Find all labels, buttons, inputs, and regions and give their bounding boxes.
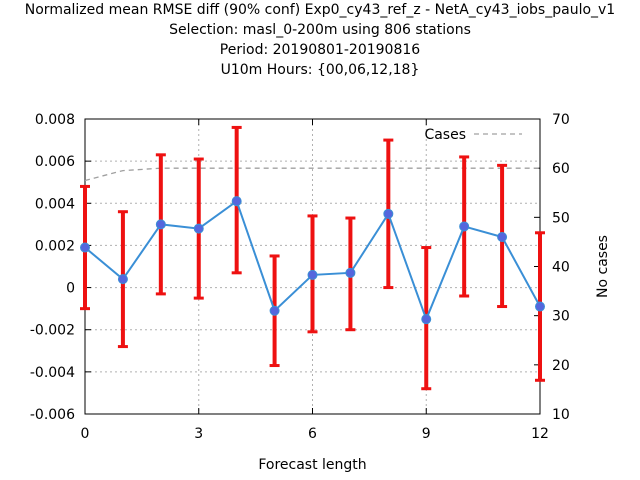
data-point: [269, 305, 280, 316]
chart-title-line-2: Selection: masl_0-200m using 806 station…: [169, 22, 471, 38]
data-point: [231, 196, 242, 207]
y-tick-label: -0.002: [30, 323, 75, 339]
data-point: [155, 219, 166, 230]
chart-title-line-4: U10m Hours: {00,06,12,18}: [220, 62, 420, 78]
y2-tick-label: 40: [552, 260, 570, 276]
y2-tick-label: 50: [552, 210, 570, 226]
data-point: [117, 274, 128, 285]
x-tick-label: 0: [81, 426, 90, 442]
error-bars: [80, 125, 545, 391]
y-tick-label: 0.006: [35, 154, 75, 170]
x-axis-label: Forecast length: [258, 457, 366, 473]
legend: Cases: [424, 127, 522, 143]
x-tick-label: 3: [194, 426, 203, 442]
data-point: [307, 269, 318, 280]
y2-tick-label: 70: [552, 112, 570, 128]
x-tick-label: 9: [422, 426, 431, 442]
y2-axis-label: No cases: [595, 235, 611, 298]
x-tick-label: 12: [531, 426, 549, 442]
data-point: [80, 242, 90, 253]
data-point: [497, 232, 508, 242]
data-point: [383, 208, 394, 219]
data-point: [193, 223, 204, 234]
data-point: [459, 221, 470, 232]
data-point: [535, 301, 545, 312]
data-point: [421, 314, 432, 325]
y-tick-label: -0.006: [30, 407, 75, 423]
y-tick-label: -0.004: [30, 365, 75, 381]
x-tick-label: 6: [308, 426, 317, 442]
y-tick-label: 0.008: [35, 112, 75, 128]
chart-title-line-1: Normalized mean RMSE diff (90% conf) Exp…: [24, 2, 616, 18]
y2-tick-label: 10: [552, 407, 570, 423]
axis-ticks: -0.006 -0.004 -0.002 0 0.002 0.004 0.006 0.008 0…: [30, 112, 570, 442]
y-tick-label: 0.004: [35, 196, 75, 212]
y2-tick-label: 20: [552, 358, 570, 374]
y-tick-label: 0: [66, 281, 75, 297]
rmse-series: [80, 196, 545, 325]
y2-tick-label: 60: [552, 161, 570, 177]
legend-label-cases: Cases: [424, 127, 466, 143]
chart-title-line-3: Period: 20190801-20190816: [219, 42, 421, 58]
y-tick-label: 0.002: [35, 238, 75, 254]
data-point: [345, 267, 356, 278]
y2-tick-label: 30: [552, 309, 570, 325]
